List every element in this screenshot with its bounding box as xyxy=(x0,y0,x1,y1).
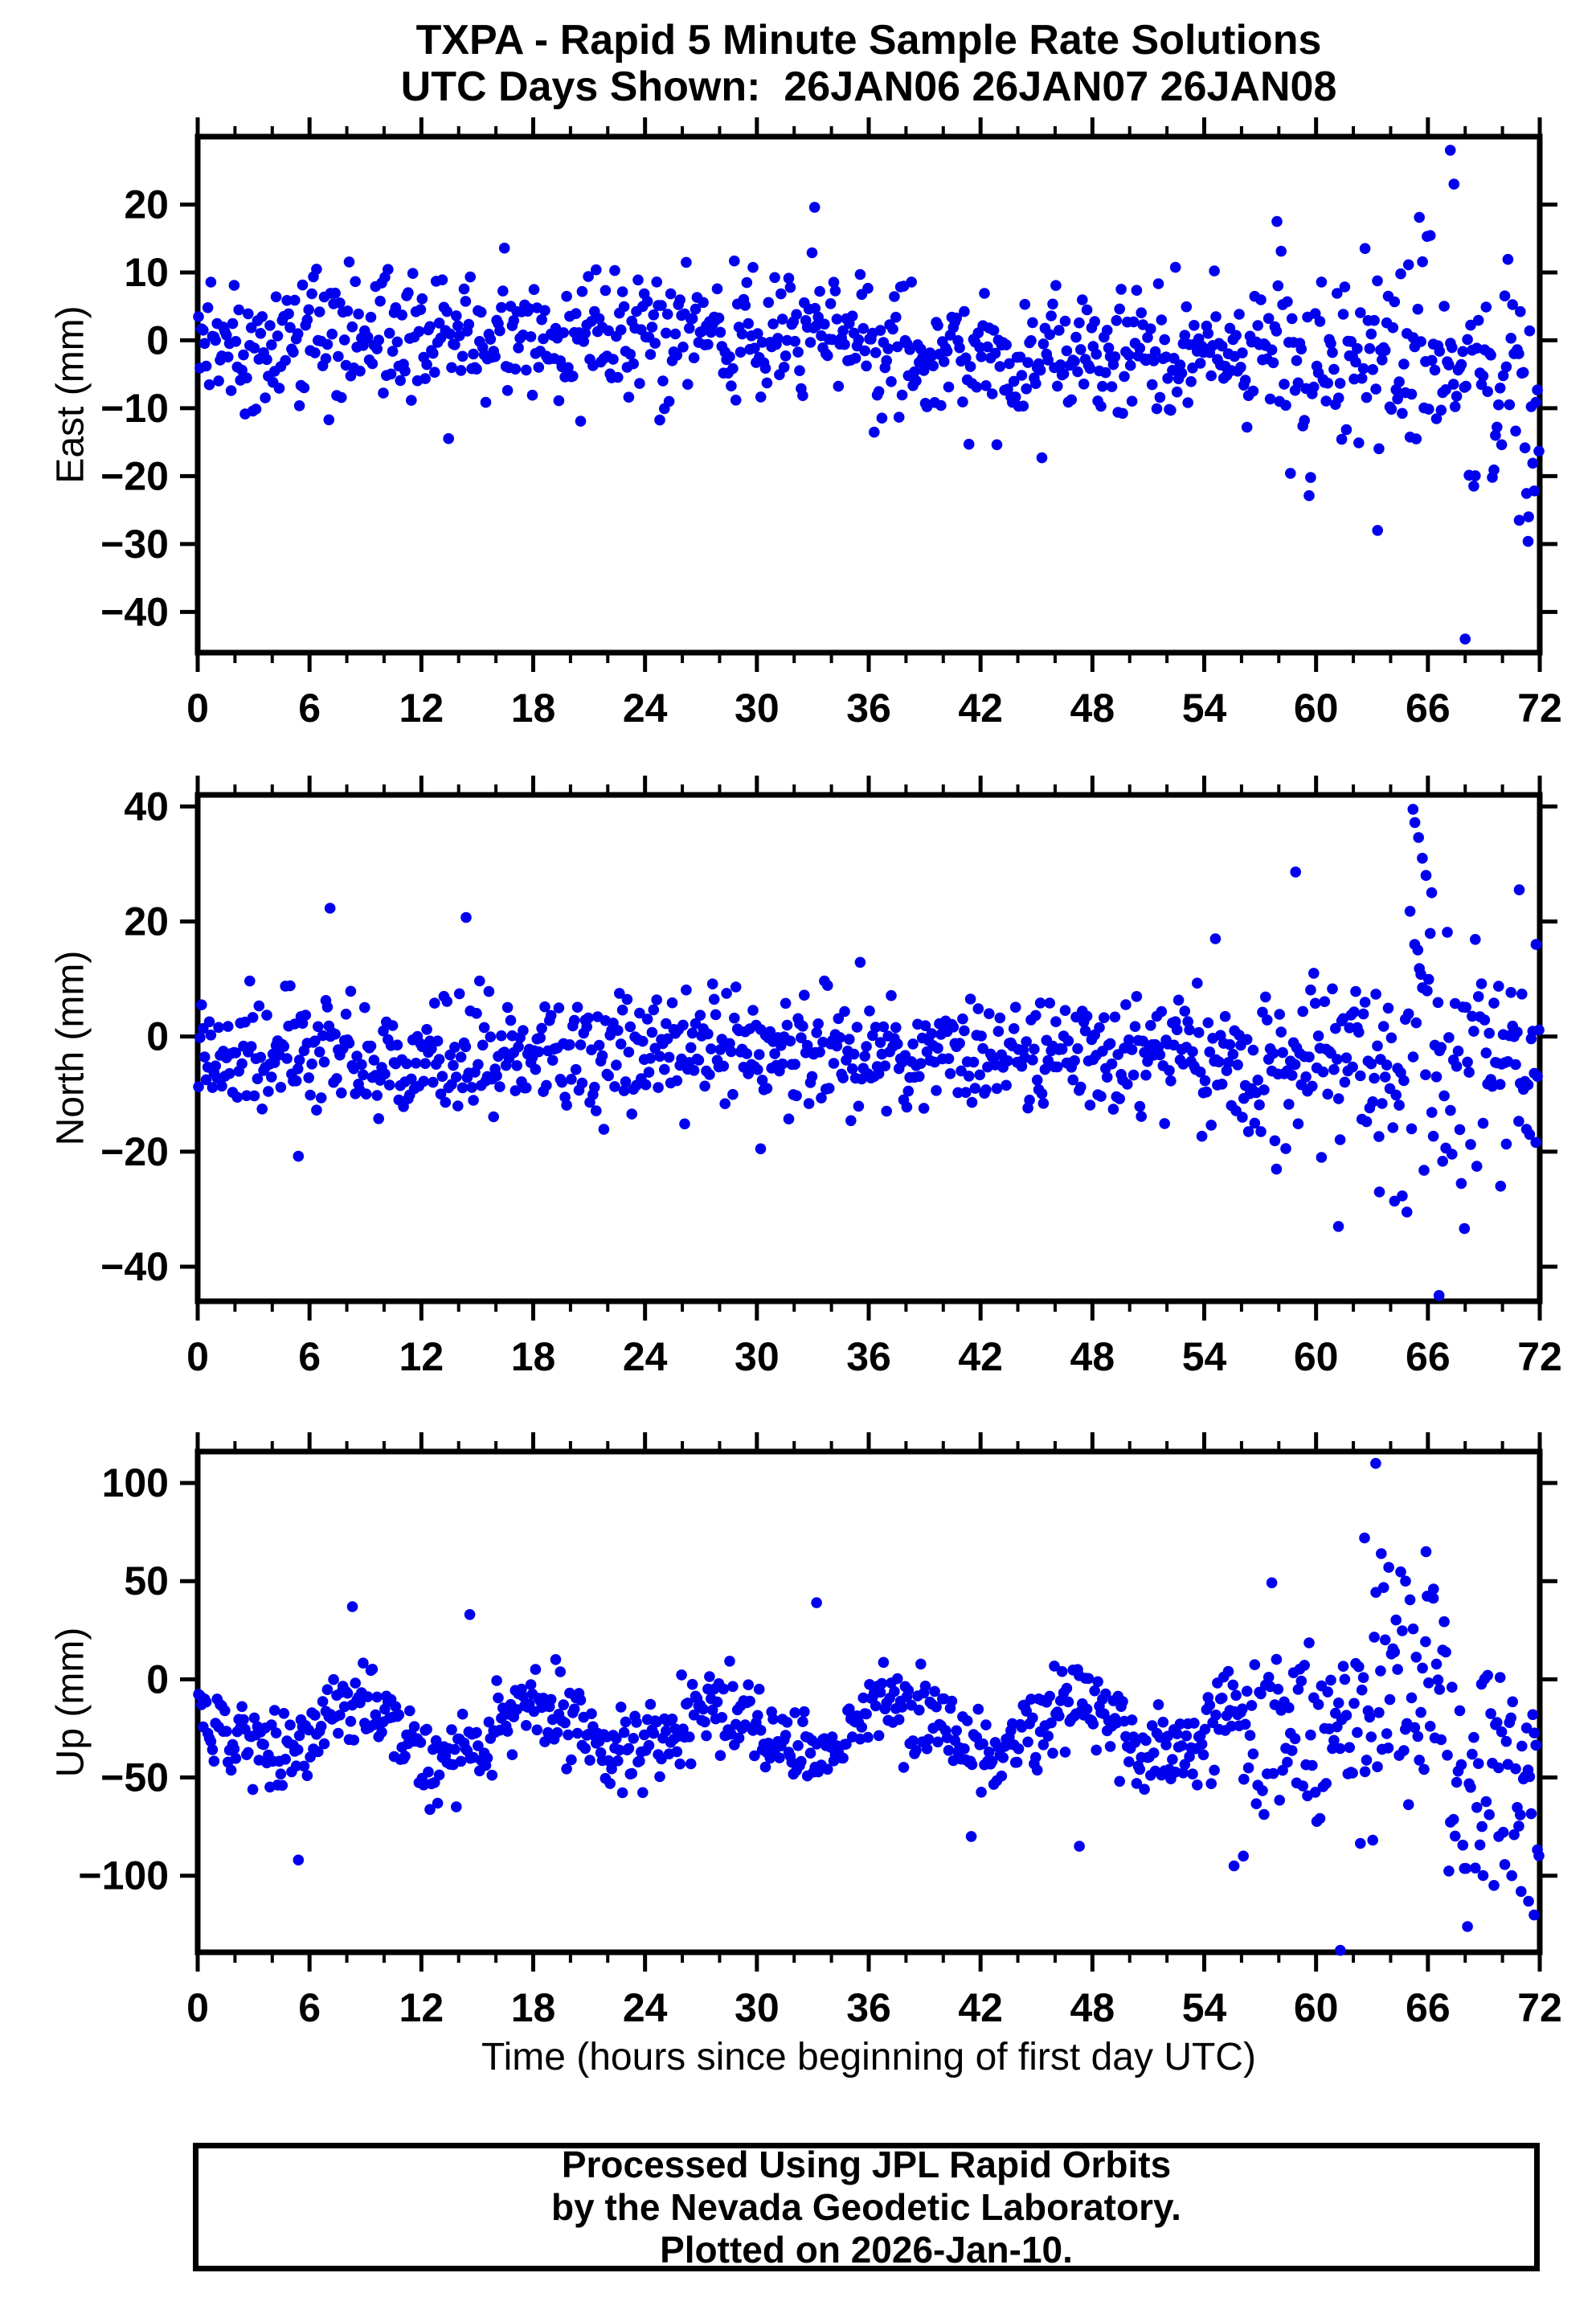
svg-text:24: 24 xyxy=(623,1985,668,2030)
svg-text:−50: −50 xyxy=(100,1755,169,1800)
svg-text:42: 42 xyxy=(958,1985,1003,2030)
processing-note-line2: by the Nevada Geodetic Laboratory. xyxy=(551,2185,1181,2228)
svg-text:−40: −40 xyxy=(100,589,169,634)
east-axis-label: East (mm) xyxy=(49,305,92,484)
svg-text:24: 24 xyxy=(623,686,668,731)
north-tick-labels: 0 6 12 18 24 30 36 42 48 54 60 66 72 40 20 0 −20 −40 xyxy=(100,784,1562,1379)
svg-text:66: 66 xyxy=(1406,1334,1451,1379)
svg-text:30: 30 xyxy=(735,686,780,731)
svg-text:10: 10 xyxy=(124,250,169,295)
svg-text:50: 50 xyxy=(124,1558,169,1603)
svg-text:72: 72 xyxy=(1517,686,1562,731)
svg-text:30: 30 xyxy=(735,1334,780,1379)
svg-text:60: 60 xyxy=(1294,1985,1339,2030)
svg-text:48: 48 xyxy=(1070,1334,1115,1379)
svg-text:0: 0 xyxy=(186,1985,209,2030)
svg-text:48: 48 xyxy=(1070,1985,1115,2030)
north-panel: 0 6 12 18 24 30 36 42 48 54 60 66 72 40 20 0 −20 −40 xyxy=(100,776,1562,1379)
north-data-points xyxy=(193,804,1545,1301)
svg-text:40: 40 xyxy=(124,784,169,829)
svg-text:6: 6 xyxy=(298,686,321,731)
svg-text:0: 0 xyxy=(146,1014,169,1059)
svg-text:36: 36 xyxy=(846,686,891,731)
svg-text:30: 30 xyxy=(735,1985,780,2030)
svg-text:18: 18 xyxy=(511,686,556,731)
up-axis-label: Up (mm) xyxy=(49,1627,92,1778)
plot-title-line1: TXPA - Rapid 5 Minute Sample Rate Soluti… xyxy=(415,17,1322,63)
svg-text:60: 60 xyxy=(1294,1334,1339,1379)
svg-text:100: 100 xyxy=(102,1460,169,1505)
svg-text:6: 6 xyxy=(298,1334,321,1379)
svg-text:36: 36 xyxy=(846,1334,891,1379)
svg-text:48: 48 xyxy=(1070,686,1115,731)
svg-text:12: 12 xyxy=(399,1985,444,2030)
svg-text:12: 12 xyxy=(399,1334,444,1379)
north-ticks xyxy=(180,776,1557,1321)
svg-text:−20: −20 xyxy=(100,1129,169,1174)
svg-text:−20: −20 xyxy=(100,453,169,498)
svg-text:6: 6 xyxy=(298,1985,321,2030)
svg-text:72: 72 xyxy=(1517,1985,1562,2030)
svg-text:54: 54 xyxy=(1182,1985,1227,2030)
svg-text:60: 60 xyxy=(1294,686,1339,731)
time-axis-label: Time (hours since beginning of first day… xyxy=(481,2036,1256,2078)
east-data-points xyxy=(193,145,1545,645)
svg-text:54: 54 xyxy=(1182,1334,1227,1379)
east-panel: 0 6 12 18 24 30 36 42 48 54 60 66 72 20 10 0 −10 −20 −30 −4… xyxy=(100,117,1562,731)
svg-text:18: 18 xyxy=(511,1985,556,2030)
east-tick-labels: 0 6 12 18 24 30 36 42 48 54 60 66 72 20 10 0 −10 −20 −30 −4… xyxy=(100,182,1562,731)
processing-note-line3: Plotted on 2026-Jan-10. xyxy=(660,2228,1073,2271)
svg-text:0: 0 xyxy=(186,686,209,731)
svg-text:0: 0 xyxy=(186,1334,209,1379)
svg-text:36: 36 xyxy=(846,1985,891,2030)
svg-text:0: 0 xyxy=(146,317,169,362)
svg-text:12: 12 xyxy=(399,686,444,731)
svg-text:18: 18 xyxy=(511,1334,556,1379)
processing-note-line1: Processed Using JPL Rapid Orbits xyxy=(561,2143,1172,2185)
svg-text:54: 54 xyxy=(1182,686,1227,731)
plot-title-line2: UTC Days Shown: 26JAN06 26JAN07 26JAN08 xyxy=(400,63,1337,110)
processing-note-box: Processed Using JPL Rapid Orbits by the … xyxy=(193,2143,1540,2271)
svg-text:42: 42 xyxy=(958,1334,1003,1379)
up-ticks xyxy=(180,1432,1557,1972)
svg-text:−100: −100 xyxy=(78,1853,169,1898)
north-axis-label: North (mm) xyxy=(49,950,92,1146)
up-tick-labels: 0 6 12 18 24 30 36 42 48 54 60 66 72 100 50 0 −50 −100 xyxy=(78,1460,1561,2030)
up-panel: 0 6 12 18 24 30 36 42 48 54 60 66 72 100 50 0 −50 −100 xyxy=(78,1432,1562,2030)
svg-text:−40: −40 xyxy=(100,1244,169,1289)
up-data-points xyxy=(193,1457,1545,1956)
east-ticks xyxy=(180,117,1557,672)
svg-text:20: 20 xyxy=(124,182,169,227)
svg-text:72: 72 xyxy=(1517,1334,1562,1379)
svg-text:24: 24 xyxy=(623,1334,668,1379)
svg-text:66: 66 xyxy=(1406,1985,1451,2030)
svg-text:−10: −10 xyxy=(100,386,169,431)
svg-text:0: 0 xyxy=(146,1657,169,1702)
svg-text:20: 20 xyxy=(124,899,169,944)
svg-text:66: 66 xyxy=(1406,686,1451,731)
svg-text:42: 42 xyxy=(958,686,1003,731)
svg-text:−30: −30 xyxy=(100,522,169,567)
